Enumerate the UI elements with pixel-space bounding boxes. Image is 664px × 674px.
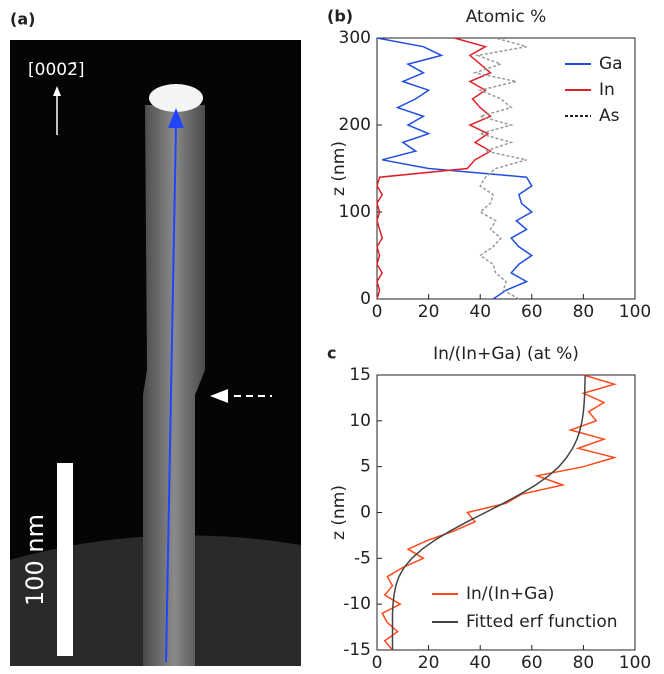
y-tick-label: 15 xyxy=(349,365,371,385)
scale-bar xyxy=(57,463,73,656)
y-tick-label: -15 xyxy=(343,640,371,660)
y-tick-label: 0 xyxy=(360,503,371,523)
legend-label: Fitted erf function xyxy=(466,612,618,632)
scan-arrowhead xyxy=(168,108,184,128)
y-axis-label: z (nm) xyxy=(329,141,349,196)
plot-frame xyxy=(376,374,636,651)
x-tick-label: 60 xyxy=(521,653,543,673)
y-axis-label: z (nm) xyxy=(329,485,349,540)
legend-label: In xyxy=(599,80,615,100)
direction-label: [0002̄] xyxy=(28,60,85,80)
panel-label: (a) xyxy=(10,10,35,29)
panel-label: c xyxy=(327,344,336,363)
legend-label: As xyxy=(599,106,620,126)
data-line xyxy=(381,374,618,651)
x-tick-label: 20 xyxy=(418,653,440,673)
catalyst-tip xyxy=(149,84,203,112)
interface-marker xyxy=(210,389,228,403)
y-tick-label: 300 xyxy=(339,28,371,48)
y-tick-label: -5 xyxy=(354,548,371,568)
x-tick-label: 40 xyxy=(469,653,491,673)
x-tick-label: 100 xyxy=(619,302,651,322)
x-tick-label: 0 xyxy=(372,302,383,322)
direction-arrowhead xyxy=(53,86,61,96)
y-tick-label: -10 xyxy=(343,594,371,614)
y-tick-label: 10 xyxy=(349,411,371,431)
y-tick-label: 100 xyxy=(339,202,371,222)
x-tick-label: 80 xyxy=(573,653,595,673)
data-line xyxy=(376,37,534,300)
x-tick-label: 80 xyxy=(573,302,595,322)
legend-label: In/(In+Ga) xyxy=(466,584,554,604)
x-tick-label: 20 xyxy=(418,302,440,322)
y-tick-label: 5 xyxy=(360,457,371,477)
scale-bar-label: 100 nm xyxy=(21,514,49,606)
data-line xyxy=(376,37,493,300)
chart-title: Atomic % xyxy=(466,7,547,27)
legend-label: Ga xyxy=(599,54,623,74)
y-tick-label: 0 xyxy=(360,289,371,309)
x-tick-label: 100 xyxy=(619,653,651,673)
x-tick-label: 60 xyxy=(521,302,543,322)
nanowire xyxy=(143,105,205,666)
data-line xyxy=(391,374,586,650)
x-tick-label: 0 xyxy=(372,653,383,673)
plot-frame xyxy=(376,37,636,300)
data-line xyxy=(472,37,527,300)
scan-line xyxy=(165,124,177,663)
x-tick-label: 40 xyxy=(469,302,491,322)
y-tick-label: 200 xyxy=(339,115,371,135)
panel-label: (b) xyxy=(327,7,353,26)
chart-title: In/(In+Ga) (at %) xyxy=(433,344,579,364)
